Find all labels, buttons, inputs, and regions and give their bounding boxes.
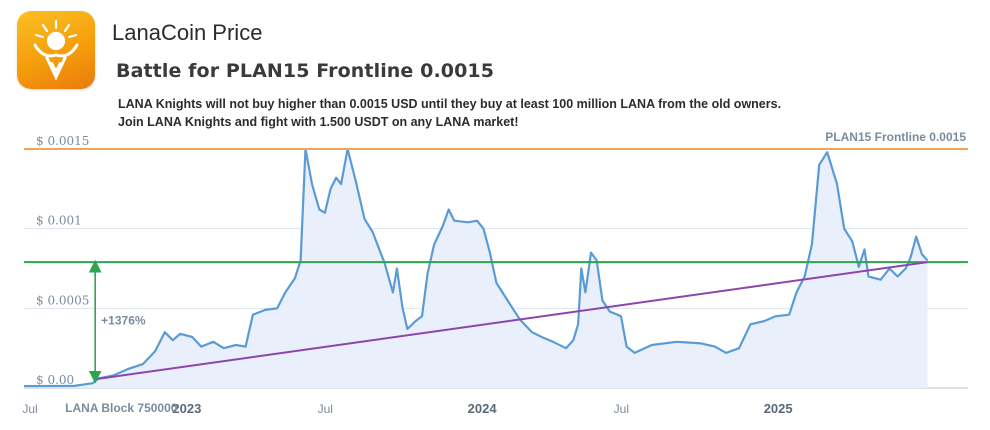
description-text: LANA Knights will not buy higher than 0.… — [118, 97, 782, 129]
lanacoin-logo — [17, 11, 95, 89]
block-marker-label: LANA Block 750000 — [65, 401, 178, 415]
x-tick-label: Jul — [318, 402, 333, 416]
x-tick-label: Jul — [22, 402, 37, 416]
x-tick-label: 2023 — [172, 401, 201, 416]
price-area-fill — [24, 149, 928, 388]
x-tick-label: 2025 — [764, 401, 793, 416]
trend-line — [95, 261, 928, 381]
y-tick-label: $ 0.00 — [36, 373, 74, 387]
y-tick-label: $ 0.001 — [36, 214, 82, 228]
sun-emblem-icon — [33, 19, 79, 81]
app-title: LanaCoin Price — [112, 20, 263, 45]
price-series-line — [23, 147, 929, 388]
growth-percent-label: +1376% — [101, 314, 146, 328]
frontline-label: PLAN15 Frontline 0.0015 — [825, 130, 966, 144]
x-tick-label: Jul — [614, 402, 629, 416]
y-tick-label: $ 0.0005 — [36, 293, 89, 307]
x-tick-label: 2024 — [468, 401, 498, 416]
y-tick-label: $ 0.0015 — [36, 134, 89, 148]
headline: Battle for PLAN15 Frontline 0.0015 — [116, 60, 495, 82]
